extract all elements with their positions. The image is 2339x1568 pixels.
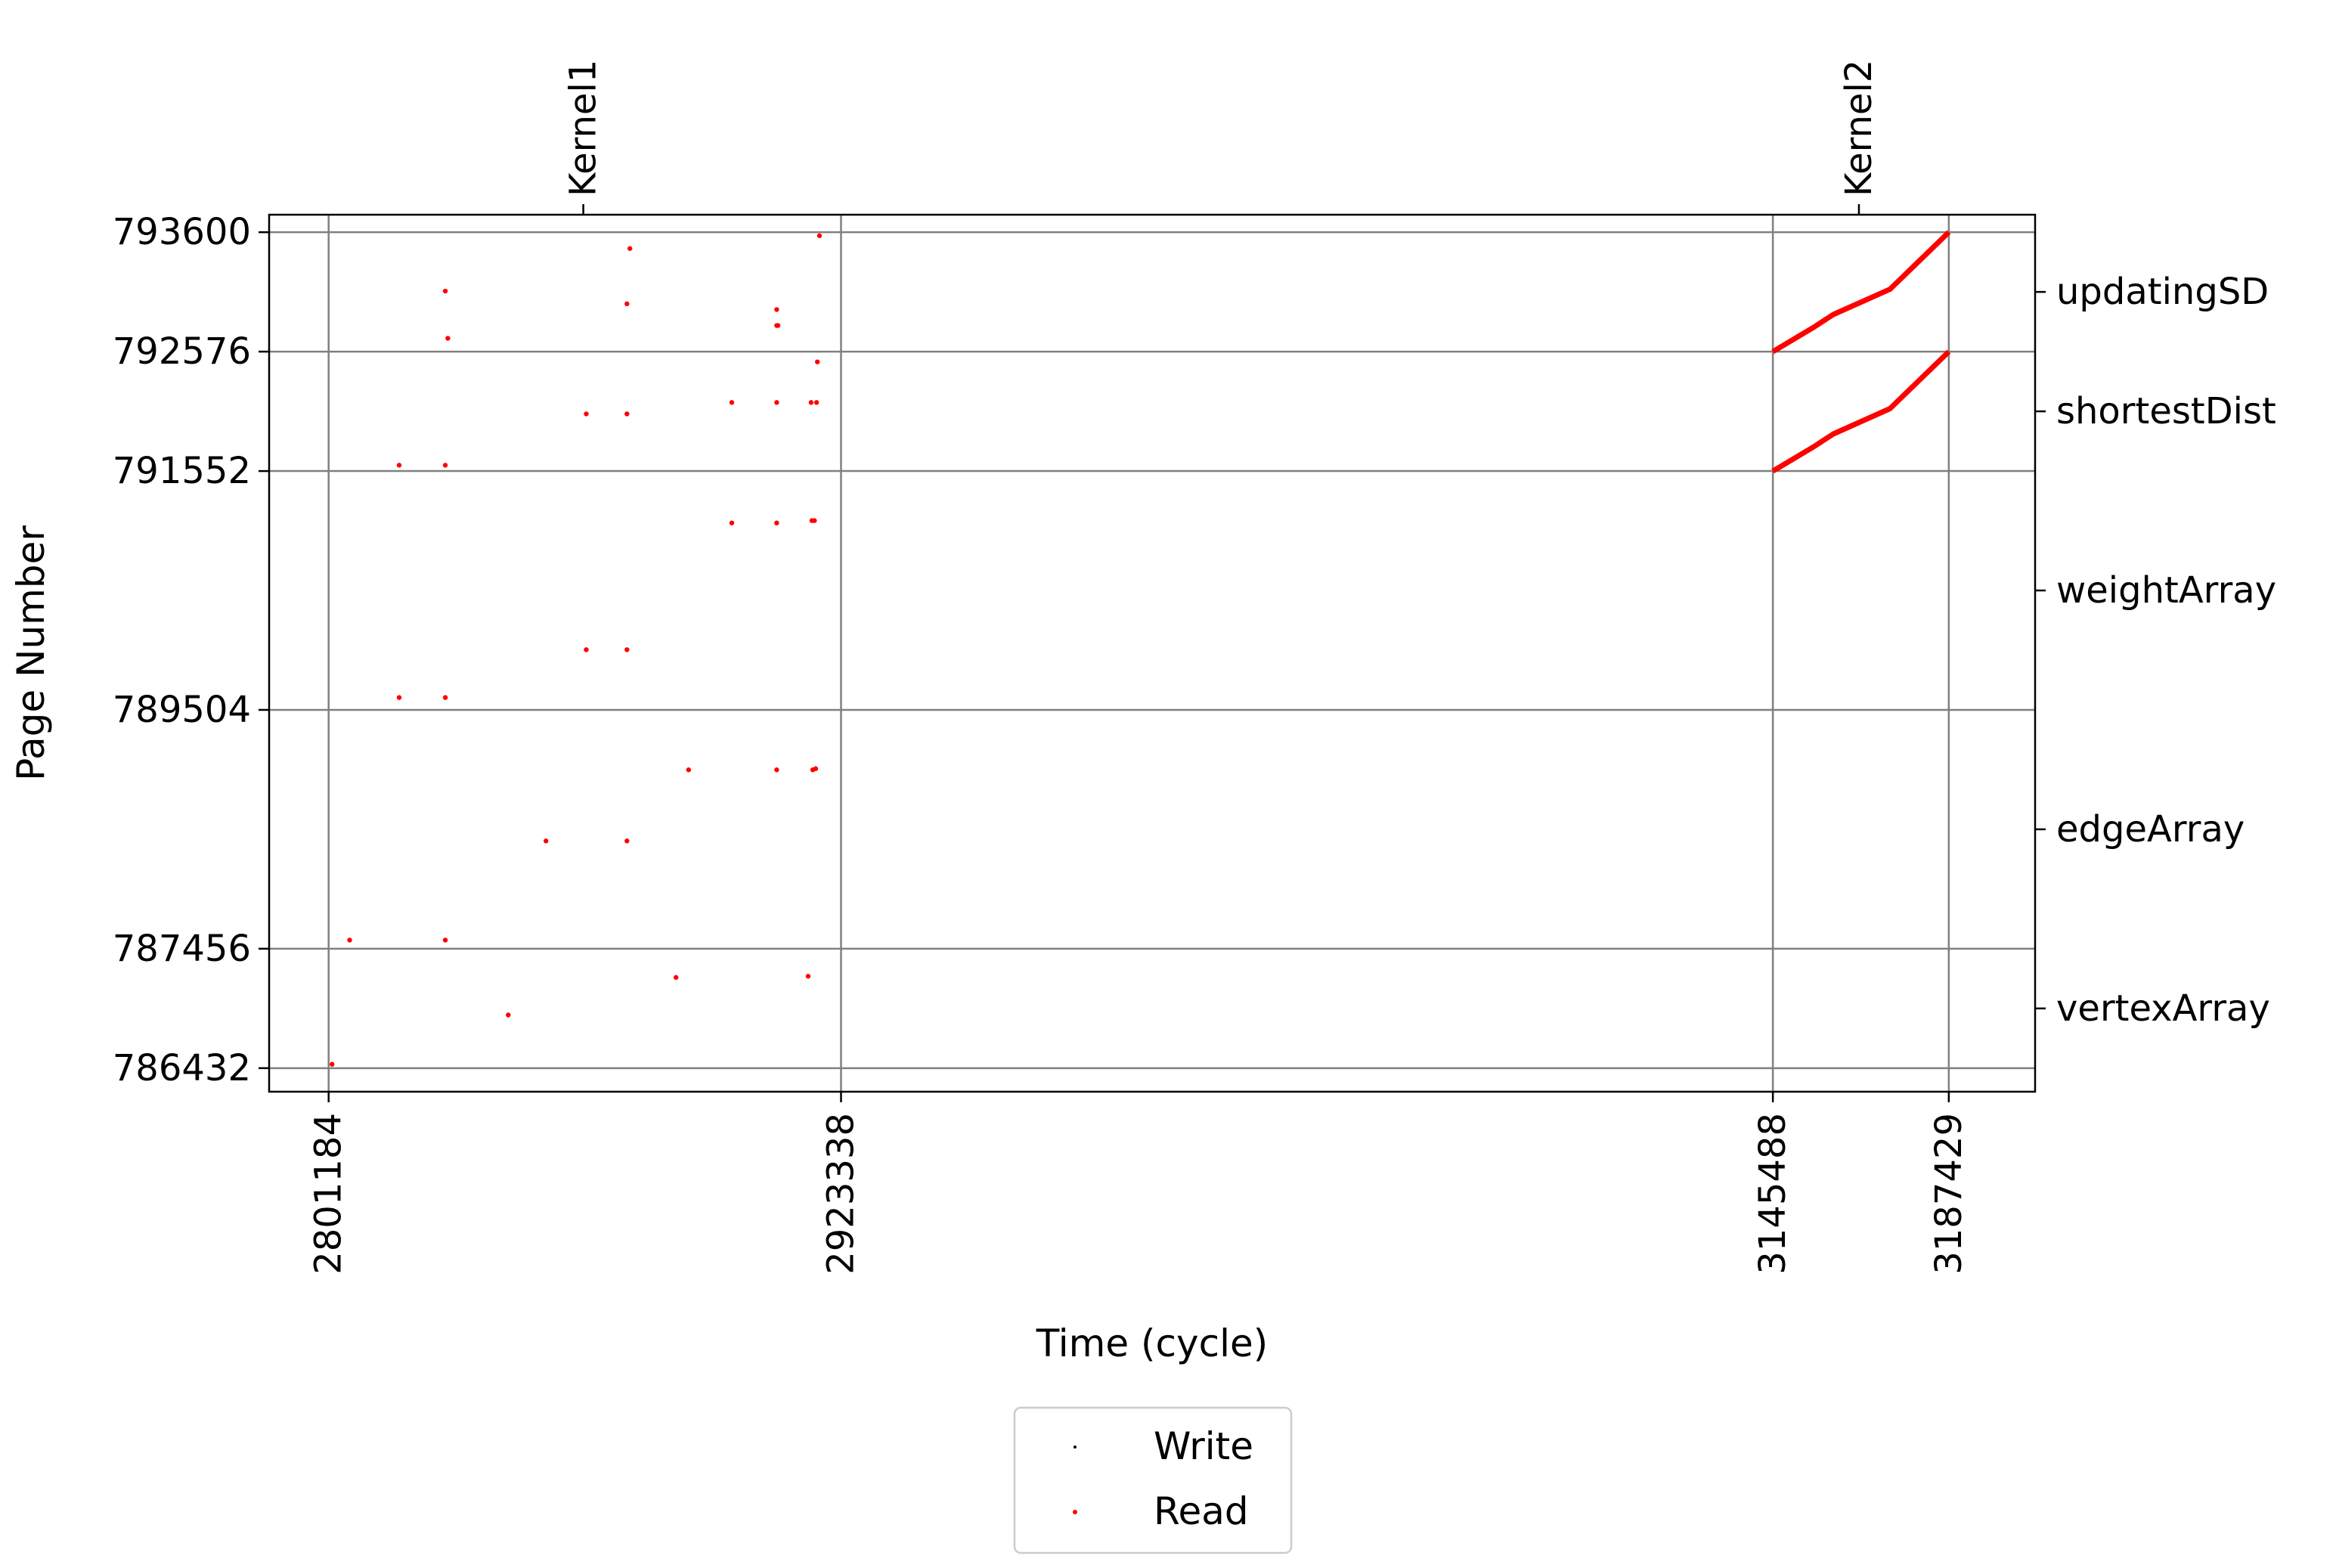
x-axis-title: Time (cycle) <box>1036 1322 1269 1365</box>
data-points <box>330 230 1951 1067</box>
read-point <box>506 1012 511 1018</box>
read-point <box>624 647 630 652</box>
read-point <box>396 695 402 700</box>
array-label: vertexArray <box>2056 987 2270 1030</box>
y-tick-label: 793600 <box>113 211 251 253</box>
read-point <box>624 838 630 844</box>
legend-write-label: Write <box>1154 1424 1253 1468</box>
read-point <box>624 411 630 417</box>
read-point <box>808 400 814 405</box>
legend-box <box>1013 1406 1293 1554</box>
x-tick-label: 2923338 <box>819 1113 862 1275</box>
read-point <box>812 518 817 523</box>
read-point <box>813 400 819 405</box>
read-point <box>805 974 811 979</box>
read-point <box>674 975 679 981</box>
x-tick-label: 3187429 <box>1928 1113 1970 1275</box>
read-sweep <box>1771 230 1951 355</box>
read-point <box>774 767 779 773</box>
read-point <box>445 336 451 341</box>
read-point <box>813 766 819 771</box>
legend-write-marker <box>1073 1446 1077 1449</box>
read-point <box>627 246 633 251</box>
read-point <box>729 520 735 525</box>
read-point <box>584 647 589 652</box>
y-tick-label: 786432 <box>113 1047 251 1089</box>
read-point <box>584 411 589 417</box>
axis-ticks: 2801184 2923338 3145488 3187429 786432 787456… <box>113 211 1970 1275</box>
read-point <box>442 937 448 943</box>
array-label: weightArray <box>2056 569 2276 612</box>
read-point <box>816 233 823 238</box>
array-label: shortestDist <box>2056 390 2276 432</box>
read-point <box>442 695 448 700</box>
y-tick-label: 791552 <box>113 450 251 492</box>
kernel-markers: Kernel1 Kernel2 <box>562 60 1880 215</box>
read-point <box>544 838 549 844</box>
y-axis-title: Page Number <box>9 525 53 781</box>
array-label: edgeArray <box>2056 808 2245 851</box>
x-tick-label: 3145488 <box>1752 1113 1794 1275</box>
read-point <box>774 520 779 525</box>
plot-frame <box>268 213 2037 1093</box>
array-labels: updatingSD shortestDist weightArray edgeArr… <box>2035 271 2276 1030</box>
read-point <box>347 937 352 943</box>
array-label: updatingSD <box>2056 271 2269 313</box>
read-sweep <box>1771 349 1951 474</box>
y-tick-label: 792576 <box>113 330 251 373</box>
read-point <box>774 400 779 405</box>
read-point <box>442 463 448 468</box>
y-tick-label: 787456 <box>113 928 251 970</box>
read-point <box>686 767 692 773</box>
legend: Write Read <box>1013 1406 1293 1554</box>
read-point <box>815 359 820 364</box>
grid-lines <box>269 215 2035 1092</box>
read-point <box>396 463 402 468</box>
x-tick-label: 2801184 <box>308 1113 350 1275</box>
read-point <box>624 301 630 307</box>
legend-read-label: Read <box>1154 1489 1249 1533</box>
read-point <box>775 323 781 328</box>
kernel-label: Kernel1 <box>562 60 605 197</box>
read-point <box>774 307 779 312</box>
kernel-label: Kernel2 <box>1838 60 1880 197</box>
y-tick-label: 789504 <box>113 689 251 731</box>
read-point <box>442 288 448 294</box>
read-point <box>330 1061 335 1067</box>
read-point <box>729 400 735 405</box>
legend-read-marker <box>1073 1510 1077 1514</box>
